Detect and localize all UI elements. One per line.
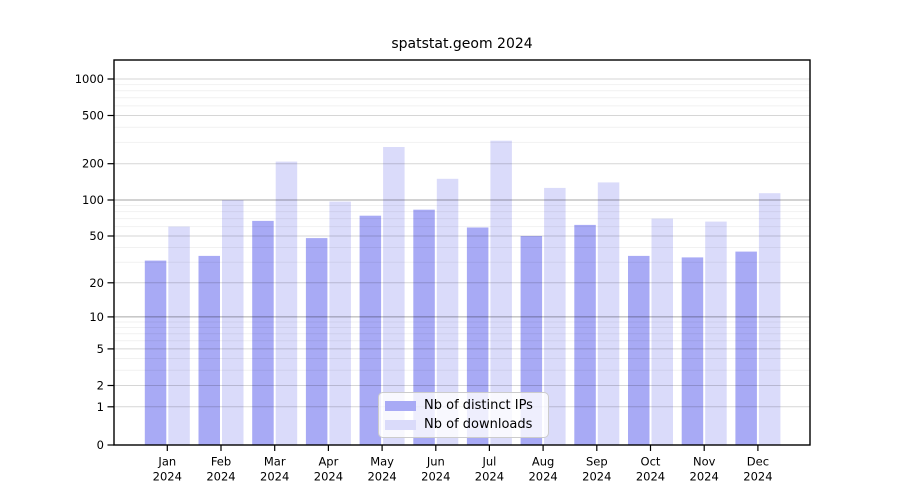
x-tick-label-month: May xyxy=(370,455,394,469)
y-tick-label: 5 xyxy=(97,342,104,356)
x-tick-label-year: 2024 xyxy=(528,470,557,484)
legend-swatch-distinct-ips xyxy=(385,400,416,411)
x-tick-label-year: 2024 xyxy=(314,470,343,484)
y-tick-label: 500 xyxy=(82,109,104,123)
bar-downloads-dec xyxy=(758,193,781,445)
bar-downloads-aug xyxy=(544,187,566,445)
bar-distinct-ips-apr xyxy=(305,238,328,445)
bar-distinct-ips-jan xyxy=(144,260,167,445)
x-tick-label-year: 2024 xyxy=(690,470,719,484)
y-tick-label: 1000 xyxy=(75,72,104,86)
bar-downloads-jul xyxy=(490,140,512,445)
x-tick-label-year: 2024 xyxy=(475,470,504,484)
legend-item-distinct-ips: Nb of distinct IPs xyxy=(385,396,542,415)
x-tick-label-month: Aug xyxy=(532,455,554,469)
bar-distinct-ips-jun xyxy=(413,209,435,445)
legend-item-downloads: Nb of downloads xyxy=(385,415,542,434)
y-tick-label: 2 xyxy=(97,379,104,393)
bar-distinct-ips-may xyxy=(359,215,382,445)
bar-downloads-oct xyxy=(651,218,673,445)
y-tick-label: 10 xyxy=(89,310,104,324)
x-tick-label-year: 2024 xyxy=(260,470,289,484)
bar-downloads-mar xyxy=(275,161,298,445)
bar-distinct-ips-jul xyxy=(466,227,489,445)
x-tick-label-month: Jun xyxy=(426,455,445,469)
legend-label-downloads: Nb of downloads xyxy=(424,417,533,432)
x-tick-label-year: 2024 xyxy=(743,470,772,484)
bar-downloads-jan xyxy=(168,226,190,445)
legend-label-distinct-ips: Nb of distinct IPs xyxy=(424,398,533,413)
x-tick-label-year: 2024 xyxy=(153,470,182,484)
bar-distinct-ips-sep xyxy=(574,224,596,445)
x-tick-label-month: Sep xyxy=(586,455,608,469)
x-tick-label-year: 2024 xyxy=(421,470,450,484)
bar-distinct-ips-feb xyxy=(198,255,220,445)
y-tick-label: 20 xyxy=(89,276,104,290)
bar-distinct-ips-nov xyxy=(681,257,704,445)
y-tick-label: 50 xyxy=(89,229,104,243)
x-tick-label-month: Jul xyxy=(481,455,496,469)
chart-title: spatstat.geom 2024 xyxy=(391,36,533,52)
x-tick-label-month: Feb xyxy=(211,455,231,469)
bar-distinct-ips-oct xyxy=(628,255,650,445)
y-tick-label: 1 xyxy=(97,400,104,414)
x-tick-label-month: Jan xyxy=(157,455,176,469)
plot-frame xyxy=(113,59,811,446)
bar-downloads-feb xyxy=(222,200,244,445)
x-tick-label-month: Oct xyxy=(641,455,661,469)
x-tick-label-year: 2024 xyxy=(367,470,396,484)
bar-downloads-sep xyxy=(597,182,620,445)
x-tick-label-year: 2024 xyxy=(582,470,611,484)
y-tick-label: 0 xyxy=(97,438,104,452)
x-tick-label-year: 2024 xyxy=(206,470,235,484)
bar-distinct-ips-mar xyxy=(252,220,274,445)
bar-distinct-ips-dec xyxy=(735,251,757,445)
x-tick-label-month: Mar xyxy=(264,455,286,469)
bar-downloads-jun xyxy=(436,178,459,446)
y-tick-label: 100 xyxy=(82,193,104,207)
bar-downloads-may xyxy=(383,147,405,445)
legend: Nb of distinct IPs Nb of downloads xyxy=(378,392,549,438)
legend-swatch-downloads xyxy=(385,419,416,430)
x-tick-label-month: Nov xyxy=(693,455,716,469)
x-tick-label-year: 2024 xyxy=(636,470,665,484)
bar-downloads-apr xyxy=(329,201,351,445)
y-tick-label: 200 xyxy=(82,157,104,171)
x-tick-label-month: Dec xyxy=(747,455,769,469)
x-tick-label-month: Apr xyxy=(318,455,338,469)
bar-downloads-nov xyxy=(705,221,727,445)
